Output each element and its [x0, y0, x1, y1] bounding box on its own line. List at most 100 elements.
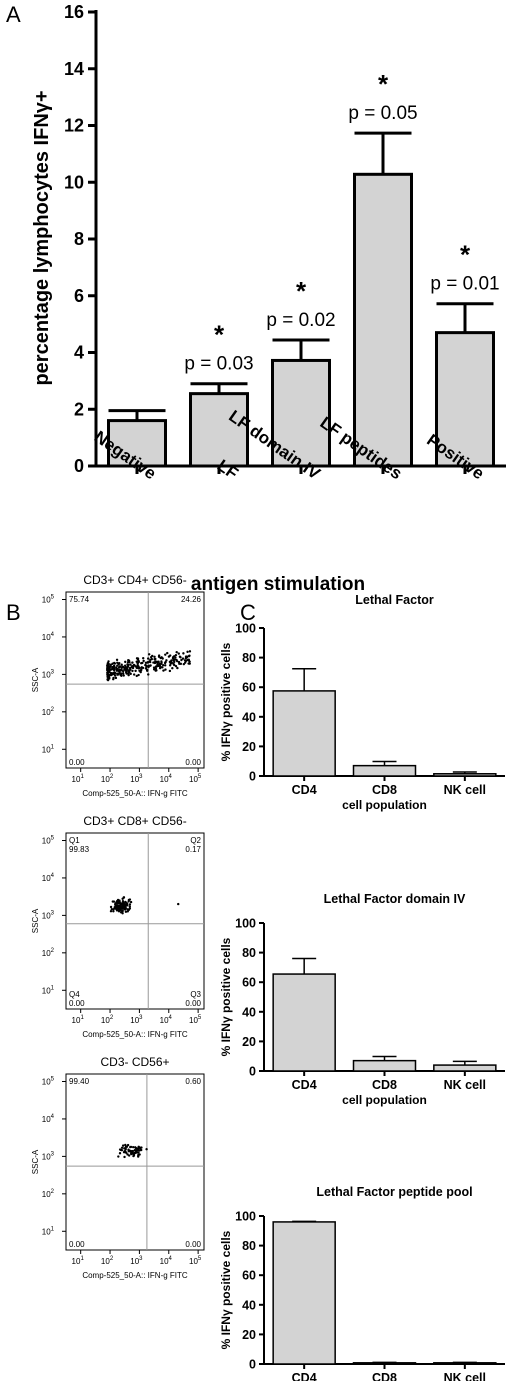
chart-a-y-tick-label: 10: [64, 172, 84, 192]
bar-chart-bar: [272, 973, 336, 1072]
panel-label-b: B: [6, 600, 21, 625]
flow-plot-event: [128, 907, 132, 910]
flow-plot-event: [123, 1155, 126, 1159]
flow-plot-event: [132, 1152, 136, 1156]
flow-plot-event: [174, 664, 178, 668]
bar-chart-lethal-factor-peptide-pool: Lethal Factor peptide pool 0 20 40 60 80 100 CD…: [219, 1185, 505, 1381]
flow-plot-event: [170, 659, 173, 662]
flow-plot-x-tick-label: 104: [160, 1256, 173, 1266]
flow-plot-event: [120, 672, 123, 676]
chart-a-p-value: p = 0.05: [348, 103, 417, 124]
flow-plot-event: [120, 663, 123, 666]
flow-plot-event: [119, 911, 123, 914]
flow-plot-y-tick-label: 105: [42, 1076, 55, 1086]
flow-plot-event: [135, 660, 139, 663]
flow-plot-quadrant-value: 99.40: [69, 1077, 90, 1086]
flow-plot-event: [124, 910, 128, 913]
flow-plot-event: [132, 1154, 135, 1158]
flow-plot-x-tick-label: 105: [189, 1015, 202, 1025]
flow-plot-event: [124, 907, 128, 910]
flow-plot-event: [188, 662, 191, 665]
flow-plot-event: [142, 659, 145, 663]
flow-plot-event: [128, 668, 131, 672]
panel-label-c: C: [240, 600, 256, 625]
flow-plot-nk: CD3- CD56+ 101 101 102 102 103 103 104 104 105 105…: [31, 1055, 205, 1280]
flow-plot-x-tick-label: 101: [72, 1015, 85, 1025]
flow-plot-y-tick-label: 103: [42, 1151, 55, 1161]
flow-plot-x-tick-label: 101: [72, 774, 85, 784]
flow-plot-event: [184, 661, 187, 664]
bar-chart-lethal-factor-domain-iv: Lethal Factor domain IV 0 20 40 60 80 100 CD4 CD…: [219, 892, 505, 1107]
flow-plot-x-tick-label: 102: [101, 774, 114, 784]
flow-plot-event: [127, 659, 131, 662]
bar-chart-y-tick-label: 40: [242, 710, 256, 724]
flow-plot-y-tick-label: 104: [42, 1114, 55, 1124]
flow-plot-event: [174, 653, 178, 657]
flow-plot-quadrant-value: 99.83: [69, 845, 90, 854]
bar-chart-y-tick-label: 100: [235, 917, 256, 931]
flow-plot-cd4: CD3+ CD4+ CD56- 101 101 102 102 103 103 104 104 1…: [31, 573, 205, 798]
flow-plot-event: [152, 666, 156, 669]
flow-plot-event: [115, 658, 119, 662]
flow-plot-event: [176, 666, 179, 670]
bar-chart-category-label: CD4: [292, 783, 317, 797]
flow-plot-y-tick-label: 105: [42, 835, 55, 845]
flow-plot-event: [187, 654, 191, 658]
flow-plot-event: [130, 665, 133, 669]
flow-plot-event: [157, 660, 160, 663]
flow-plot-event: [166, 651, 169, 655]
flow-plot-event: [120, 907, 123, 910]
chart-a-significance-star: *: [214, 320, 225, 350]
flow-plot-event: [129, 1145, 133, 1149]
bar-chart-y-tick-label: 20: [242, 1035, 256, 1049]
flow-plot-event: [146, 657, 150, 660]
flow-plot-event: [183, 659, 187, 662]
chart-a-y-tick-label: 2: [74, 399, 84, 419]
flow-plot-y-tick-label: 103: [42, 669, 55, 679]
bar-chart-category-label: CD4: [292, 1371, 317, 1381]
bar-chart-y-tick-label: 20: [242, 740, 256, 754]
chart-a-x-axis-title: antigen stimulation: [191, 574, 365, 595]
chart-a-bar: [271, 358, 331, 468]
flow-plot-event: [145, 664, 148, 667]
flow-plot-x-tick-label: 102: [101, 1256, 114, 1266]
chart-a-y-tick-label: 12: [64, 116, 84, 136]
flow-plot-event: [179, 656, 182, 659]
flow-plot-event: [180, 658, 183, 662]
bar-chart-y-tick-label: 40: [242, 1005, 256, 1019]
bar-chart-title: Lethal Factor: [355, 593, 434, 607]
flow-plot-event: [147, 665, 150, 669]
flow-plot-event: [115, 669, 119, 672]
flow-plot-x-tick-label: 103: [130, 774, 143, 784]
flow-plot-quadrant-value: 0.60: [185, 1077, 201, 1086]
flow-plot-event: [173, 663, 176, 667]
flow-plot-event: [124, 660, 127, 664]
flow-plot-y-axis-title: SSC-A: [31, 1149, 40, 1174]
flow-plot-event: [119, 669, 123, 672]
flow-plot-event: [177, 660, 181, 664]
flow-plot-x-tick-label: 101: [72, 1256, 85, 1266]
chart-a-p-value: p = 0.01: [430, 274, 499, 295]
flow-plot-quadrant-value: 0.00: [185, 999, 201, 1008]
flow-plot-event: [144, 661, 148, 665]
bar-chart-y-tick-label: 80: [242, 1239, 256, 1253]
flow-plot-event: [186, 650, 189, 654]
flow-plot-event: [175, 650, 178, 654]
bar-chart-y-tick-label: 100: [235, 622, 256, 636]
flow-plot-event: [162, 669, 165, 672]
flow-plot-quadrant-name: Q4: [69, 990, 80, 999]
bar-chart-y-axis-title: % IFNγ positive cells: [219, 642, 233, 761]
flow-plot-event: [136, 662, 139, 665]
flow-plot-event: [117, 1155, 120, 1158]
chart-a-y-tick-label: 0: [74, 456, 84, 476]
flow-plot-event: [132, 673, 136, 676]
flow-plot-event: [148, 660, 151, 663]
flow-plot-event: [130, 1149, 133, 1153]
flow-plot-event: [152, 668, 156, 671]
bar-chart-y-tick-label: 0: [249, 1065, 256, 1079]
flow-plot-event: [118, 661, 121, 665]
flow-plot-title: CD3+ CD8+ CD56-: [83, 814, 186, 828]
flow-plot-event: [124, 901, 128, 904]
flow-plot-event: [110, 907, 113, 911]
